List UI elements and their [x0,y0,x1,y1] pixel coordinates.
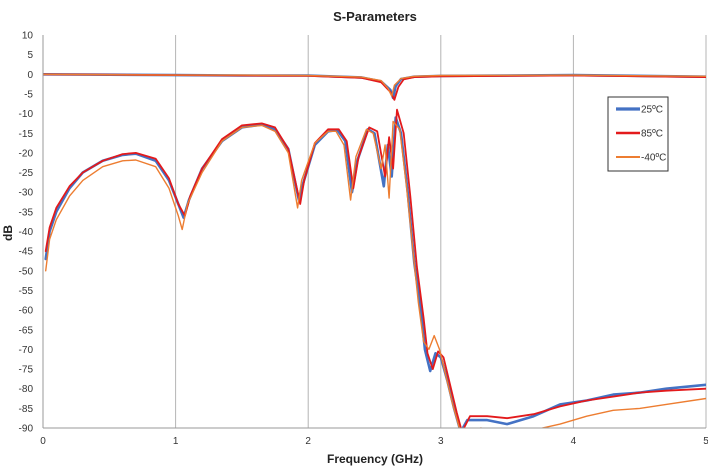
series-line [44,108,706,428]
y-tick-label: -20 [19,148,34,159]
y-tick-label: 5 [27,50,33,61]
y-tick-label: -5 [24,89,33,100]
y-tick-label: -65 [19,325,34,336]
y-tick-label: -40 [19,227,34,238]
y-tick-label: -35 [19,207,34,218]
series-line [43,73,706,97]
y-tick-label: -60 [19,306,34,317]
legend: 25ºC 85ºC -40ºC [607,96,669,172]
y-tick-label: -90 [19,424,34,435]
y-tick-label: -75 [19,365,34,376]
legend-label: 85ºC [641,129,663,140]
x-tick-label: 0 [40,436,46,447]
chart-title: S-Parameters [333,9,417,24]
y-tick-label: 0 [27,70,33,81]
y-tick-label: -50 [19,266,34,277]
series-layer [43,73,706,428]
x-tick-label: 1 [173,436,179,447]
y-tick-label: -85 [19,404,34,415]
y-tick-label: 10 [22,31,34,42]
axis-layer: 1050-5-10-15-20-25-30-35-40-45-50-55-60-… [19,31,708,448]
y-tick-label: -80 [19,384,34,395]
y-tick-label: -25 [19,168,34,179]
y-tick-label: -15 [19,129,34,140]
grid-layer [175,35,707,428]
y-tick-label: -45 [19,247,34,258]
y-axis-title: dB [1,225,15,241]
y-tick-label: -30 [19,188,34,199]
series-line [45,120,706,428]
legend-label: 25ºC [641,105,663,116]
y-tick-label: -55 [19,286,34,297]
x-tick-label: 4 [571,436,577,447]
x-tick-label: 2 [305,436,311,447]
y-tick-label: -10 [19,109,34,120]
x-tick-label: 3 [438,436,444,447]
legend-label: -40ºC [641,153,666,164]
x-tick-label: 5 [703,436,708,447]
y-tick-label: -70 [19,345,34,356]
x-axis-title: Frequency (GHz) [327,452,423,466]
